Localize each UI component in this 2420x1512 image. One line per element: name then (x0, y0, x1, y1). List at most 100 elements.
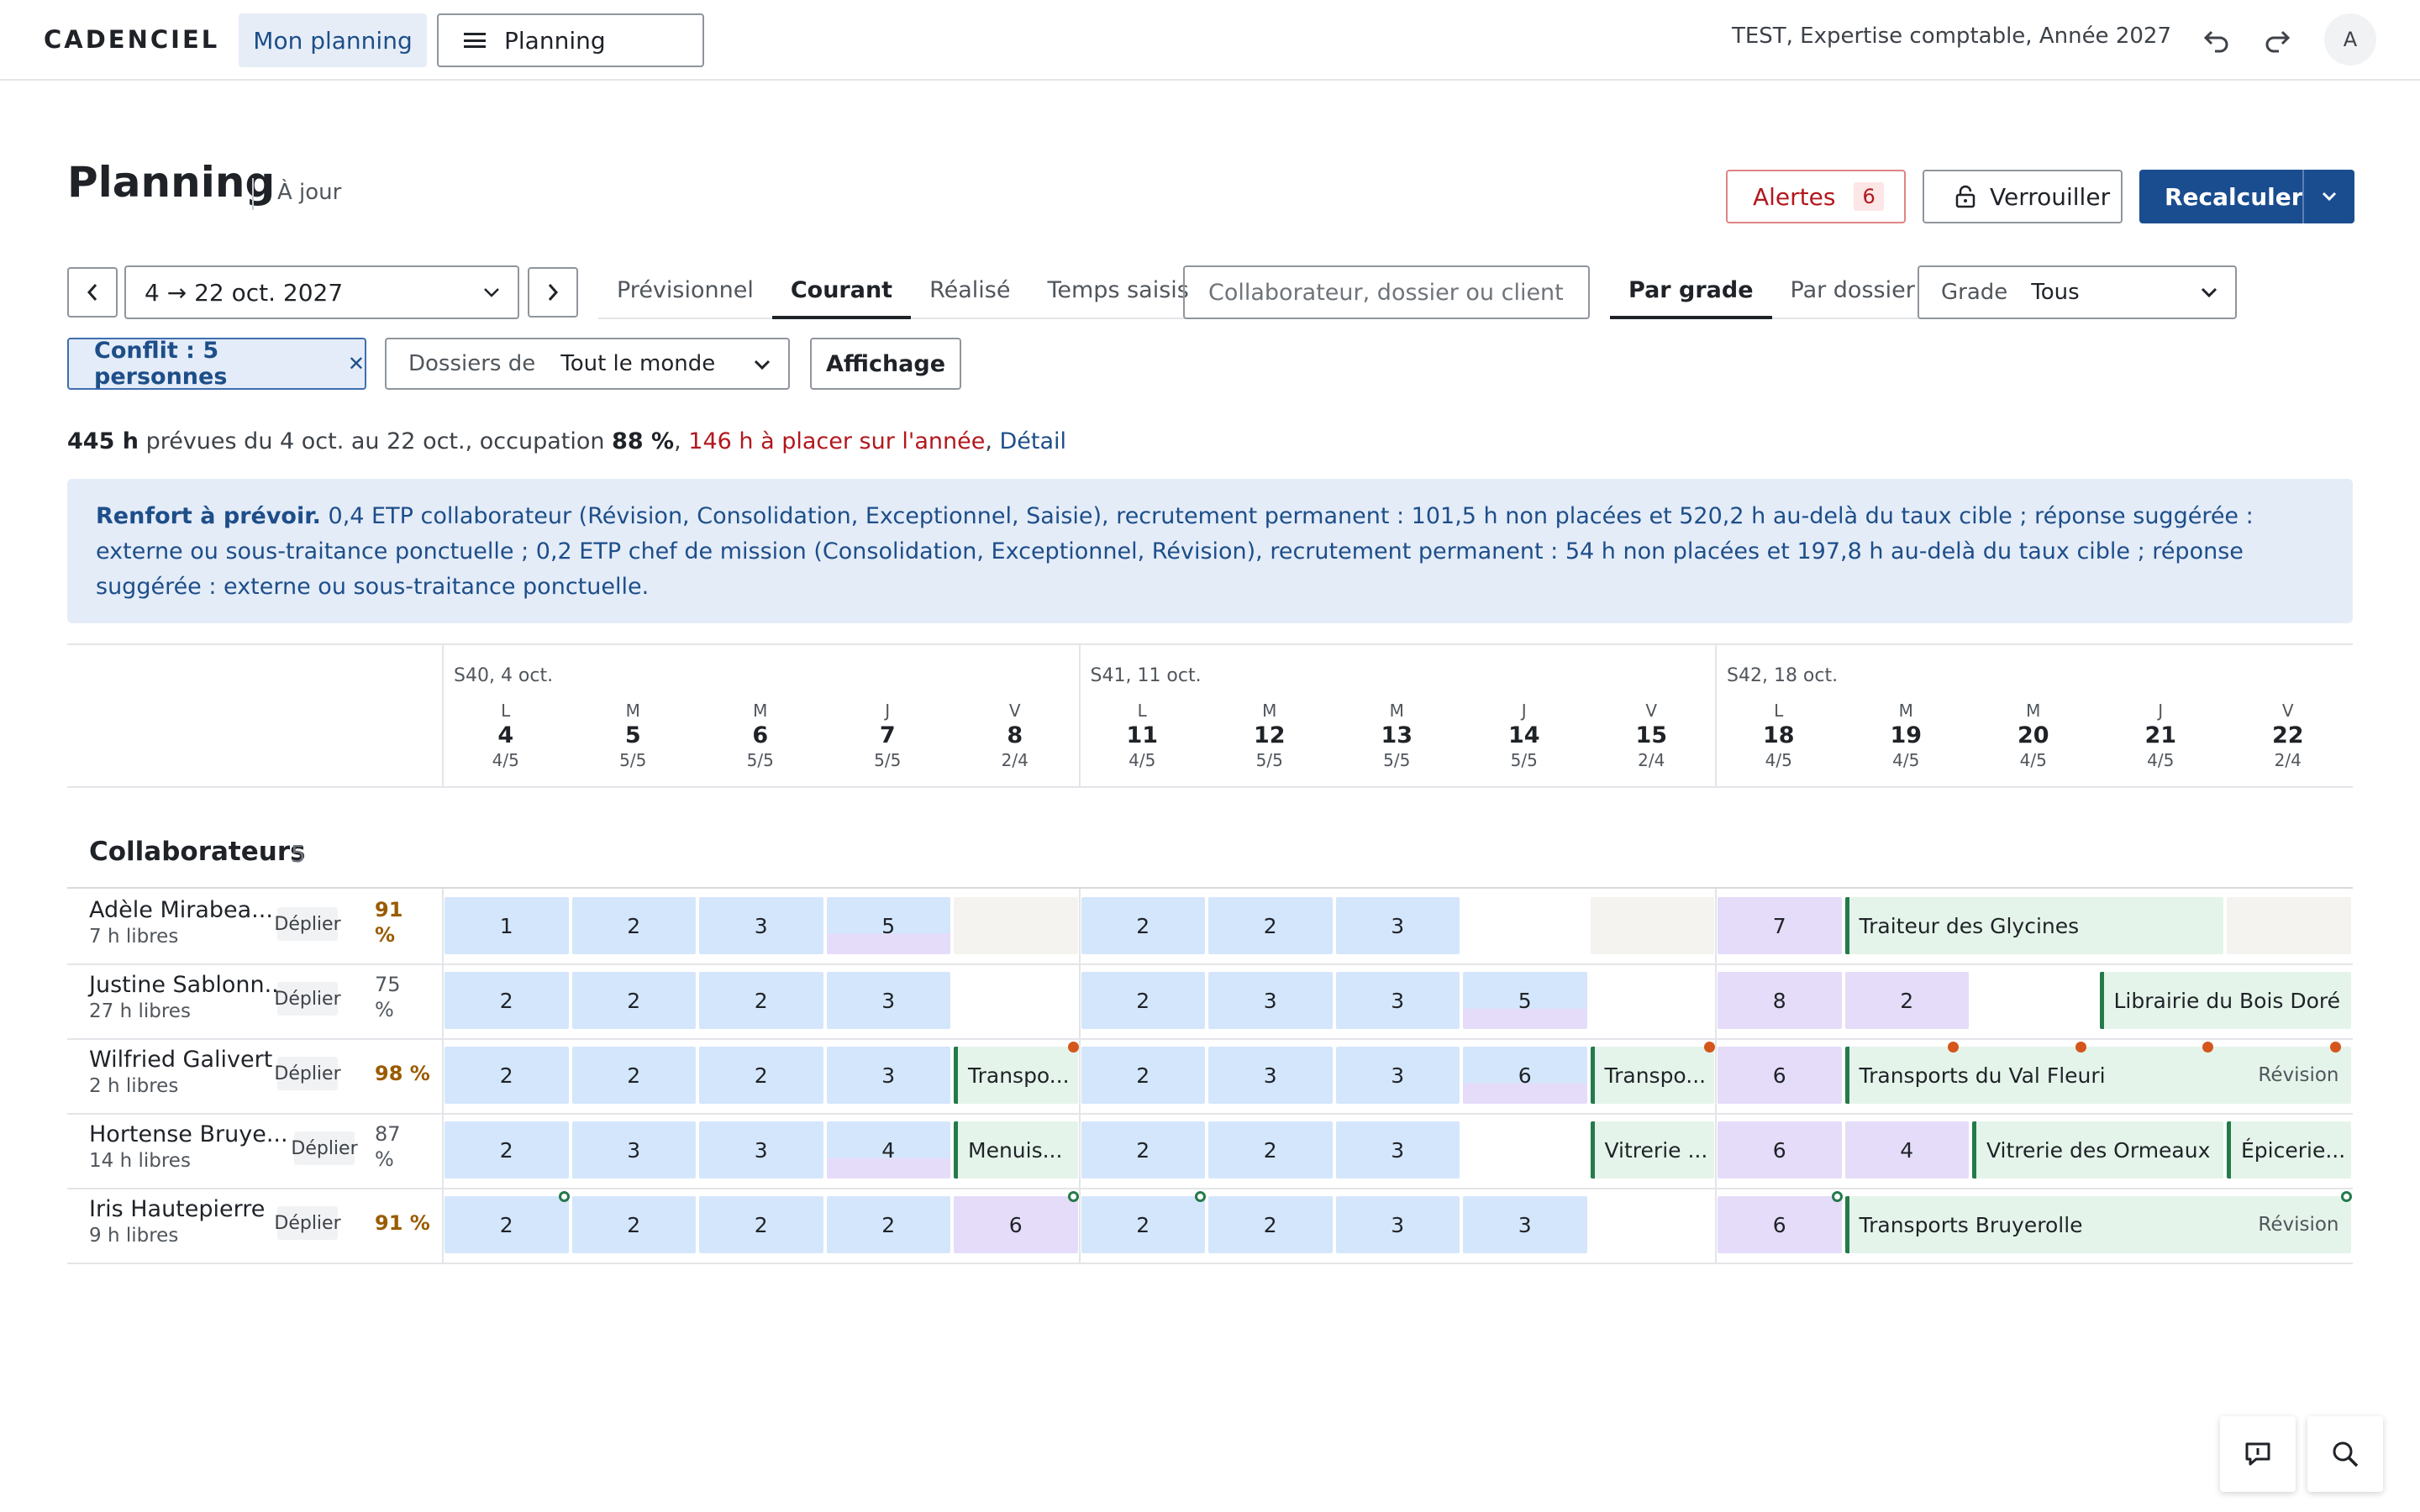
tab-realise[interactable]: Réalisé (929, 277, 1011, 303)
assignment-block[interactable]: Transports Bruyerolle Révision (1844, 1196, 2351, 1253)
day-cell[interactable]: 6 (1463, 1047, 1587, 1104)
assignment-block[interactable]: Menuis... (954, 1121, 1078, 1179)
day-cell[interactable]: 5 (826, 897, 950, 954)
day-cell[interactable]: 6 (1718, 1121, 1842, 1179)
day-cell[interactable]: 2 (571, 1196, 696, 1253)
day-cell[interactable]: 2 (826, 1196, 950, 1253)
day-cell[interactable]: 2 (1844, 972, 1969, 1029)
nav-mon-planning[interactable]: Mon planning (239, 13, 427, 67)
detail-link[interactable]: Détail (999, 428, 1067, 454)
day-cell[interactable]: 6 (1718, 1047, 1842, 1104)
day-cell[interactable]: 3 (571, 1121, 696, 1179)
undo-icon[interactable] (2200, 24, 2233, 57)
day-cell[interactable]: 7 (1718, 897, 1842, 954)
day-cell[interactable]: 2 (699, 972, 823, 1029)
day-cell[interactable]: 3 (1335, 1121, 1460, 1179)
collaborator-name[interactable]: Adèle Mirabea... (89, 897, 273, 923)
next-period-button[interactable] (528, 267, 578, 318)
day-cell[interactable]: 6 (954, 1196, 1078, 1253)
search-input[interactable]: Collaborateur, dossier ou client (1183, 265, 1590, 319)
week-divider (442, 1038, 444, 1113)
tab-par-grade[interactable]: Par grade (1610, 265, 1772, 319)
day-cell[interactable]: 2 (571, 1047, 696, 1104)
day-cell[interactable]: 3 (699, 1121, 823, 1179)
day-cell[interactable]: 5 (1463, 972, 1587, 1029)
grade-select[interactable]: Grade Tous (1918, 265, 2237, 319)
day-cell[interactable]: 2 (445, 972, 569, 1029)
day-cell[interactable]: 8 (1718, 972, 1842, 1029)
day-cell-hours: 3 (1263, 1063, 1277, 1088)
conflict-filter-chip[interactable]: Conflit : 5 personnes ✕ (67, 338, 366, 390)
assignment-block[interactable]: Traiteur des Glycines (1844, 897, 2223, 954)
day-cell[interactable]: 3 (1208, 972, 1333, 1029)
collaborator-name[interactable]: Wilfried Galivert (89, 1047, 273, 1073)
expand-button[interactable]: Déplier (274, 907, 341, 941)
lock-label: Verrouiller (1990, 182, 2111, 211)
day-cell[interactable]: 3 (826, 1047, 950, 1104)
collaborator-name[interactable]: Justine Sablonn... (89, 972, 287, 998)
day-cell[interactable]: 3 (1335, 1047, 1460, 1104)
dossiers-select[interactable]: Dossiers de Tout le monde (385, 338, 790, 390)
expand-button[interactable]: Déplier (274, 982, 341, 1016)
day-cell[interactable]: 2 (445, 1121, 569, 1179)
day-cell[interactable]: 2 (1081, 972, 1205, 1029)
day-cell[interactable]: 3 (1463, 1196, 1587, 1253)
day-cell[interactable]: 3 (826, 972, 950, 1029)
day-cell[interactable] (1590, 897, 1714, 954)
expand-button[interactable]: Déplier (274, 1057, 341, 1090)
day-cell[interactable]: 2 (699, 1047, 823, 1104)
day-cell[interactable]: 2 (1208, 1196, 1333, 1253)
day-header: M 20 4/5 (1975, 701, 2092, 770)
collaborator-name[interactable]: Hortense Bruye... (89, 1121, 288, 1147)
day-cell[interactable]: 3 (699, 897, 823, 954)
day-cell[interactable]: 2 (1208, 1121, 1333, 1179)
day-cell[interactable]: 2 (1081, 1047, 1205, 1104)
tab-courant[interactable]: Courant (771, 265, 912, 319)
close-icon[interactable]: ✕ (347, 352, 365, 375)
affichage-button[interactable]: Affichage (810, 338, 961, 390)
recalculate-options-button[interactable] (2302, 170, 2354, 223)
day-cell[interactable]: 2 (1081, 1196, 1205, 1253)
day-cell[interactable]: 2 (1081, 897, 1205, 954)
assignment-block[interactable]: Transports du Val Fleuri Révision (1844, 1047, 2351, 1104)
day-cell[interactable] (954, 897, 1078, 954)
nav-planning-menu[interactable]: Planning (437, 13, 704, 67)
day-cell[interactable]: 2 (445, 1196, 569, 1253)
day-cell[interactable]: 2 (699, 1196, 823, 1253)
assignment-block[interactable]: Librairie du Bois Doré (2099, 972, 2351, 1029)
lock-button[interactable]: Verrouiller (1923, 170, 2123, 223)
assignment-block[interactable]: Transpo... (1590, 1047, 1714, 1104)
assignment-block[interactable]: Épicerie... (2227, 1121, 2351, 1179)
day-cell[interactable]: 4 (1844, 1121, 1969, 1179)
day-cell[interactable]: 2 (1081, 1121, 1205, 1179)
avatar[interactable]: A (2324, 13, 2376, 66)
day-cell[interactable]: 1 (445, 897, 569, 954)
expand-button[interactable]: Déplier (274, 1206, 341, 1240)
day-cell[interactable]: 2 (571, 897, 696, 954)
assignment-block[interactable]: Vitrerie ... (1590, 1121, 1714, 1179)
previous-period-button[interactable] (67, 267, 118, 318)
date-range-select[interactable]: 4 → 22 oct. 2027 (124, 265, 519, 319)
day-cell[interactable]: 3 (1335, 972, 1460, 1029)
recalculate-button[interactable]: Recalculer (2139, 170, 2354, 223)
day-cell[interactable]: 4 (826, 1121, 950, 1179)
search-button[interactable] (2307, 1416, 2383, 1492)
day-cell[interactable]: 3 (1335, 1196, 1460, 1253)
day-cell[interactable]: 3 (1335, 897, 1460, 954)
tab-previsionnel[interactable]: Prévisionnel (617, 277, 754, 303)
assignment-block[interactable]: Vitrerie des Ormeaux (1972, 1121, 2223, 1179)
feedback-button[interactable] (2220, 1416, 2296, 1492)
assignment-block[interactable]: Transpo... (954, 1047, 1078, 1104)
alerts-button[interactable]: Alertes 6 (1726, 170, 1906, 223)
day-cell[interactable]: 2 (571, 972, 696, 1029)
day-cell[interactable]: 2 (1208, 897, 1333, 954)
tab-par-dossier[interactable]: Par dossier (1790, 277, 1915, 303)
tab-temps-saisis[interactable]: Temps saisis (1047, 277, 1189, 303)
day-cell[interactable] (2227, 897, 2351, 954)
expand-button[interactable]: Déplier (291, 1131, 358, 1165)
collaborator-name[interactable]: Iris Hautepierre (89, 1196, 266, 1222)
day-cell[interactable]: 3 (1208, 1047, 1333, 1104)
day-cell[interactable]: 6 (1718, 1196, 1842, 1253)
day-cell[interactable]: 2 (445, 1047, 569, 1104)
redo-icon[interactable] (2260, 24, 2294, 57)
